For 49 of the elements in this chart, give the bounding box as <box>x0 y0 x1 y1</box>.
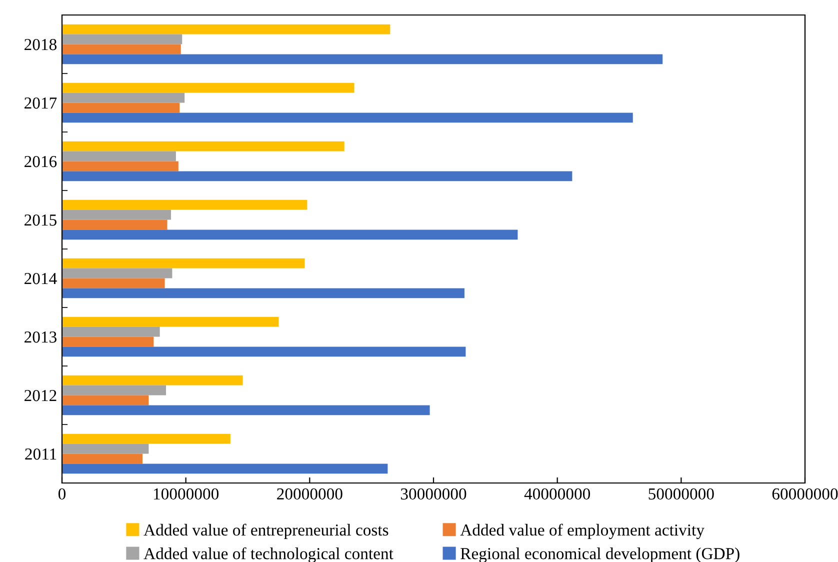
x-tick-label: 10000000 <box>154 488 219 500</box>
y-tick-label: 2014 <box>24 272 57 284</box>
bar <box>62 464 388 474</box>
bar <box>62 82 354 93</box>
bar <box>62 434 230 444</box>
bar <box>62 220 168 230</box>
bar <box>62 54 663 64</box>
y-tick-label: 2012 <box>24 390 56 402</box>
bar <box>62 326 160 337</box>
bar <box>62 230 518 240</box>
bar <box>62 161 178 172</box>
bar <box>62 102 180 113</box>
bar <box>62 336 154 347</box>
y-tick-label: 2018 <box>24 38 57 50</box>
y-tick-label: 2011 <box>25 448 56 460</box>
x-tick-label: 50000000 <box>648 488 714 500</box>
bar <box>62 405 430 416</box>
bar <box>62 375 243 386</box>
bar <box>62 444 149 454</box>
bar <box>62 171 572 182</box>
y-tick-label: 2013 <box>24 331 56 343</box>
bar <box>62 141 344 152</box>
x-tick-label: 40000000 <box>524 488 590 500</box>
bar <box>62 24 390 34</box>
bar <box>62 278 165 288</box>
y-tick-label: 2016 <box>24 156 57 168</box>
bar <box>62 151 176 162</box>
bar <box>62 385 166 396</box>
y-tick-label: 2015 <box>24 214 56 226</box>
bar <box>62 268 172 278</box>
bar <box>62 92 185 103</box>
bar <box>62 112 633 123</box>
bar <box>62 288 464 298</box>
x-tick-label: 30000000 <box>400 488 466 500</box>
y-tick-label: 2017 <box>24 97 57 109</box>
bar <box>62 200 308 210</box>
x-tick-label: 0 <box>58 488 66 500</box>
bar <box>62 258 305 268</box>
legend-label: Added value of employment activity <box>460 524 704 540</box>
bar <box>62 316 279 327</box>
bar <box>62 34 182 44</box>
bar <box>62 395 149 406</box>
legend-label: Added value of entrepreneurial costs <box>144 524 388 540</box>
bar <box>62 346 466 357</box>
bar <box>62 210 171 220</box>
bar <box>62 454 142 464</box>
x-tick-label: 20000000 <box>277 488 342 500</box>
bar <box>62 44 181 54</box>
x-tick-label: 60000000 <box>772 488 838 500</box>
